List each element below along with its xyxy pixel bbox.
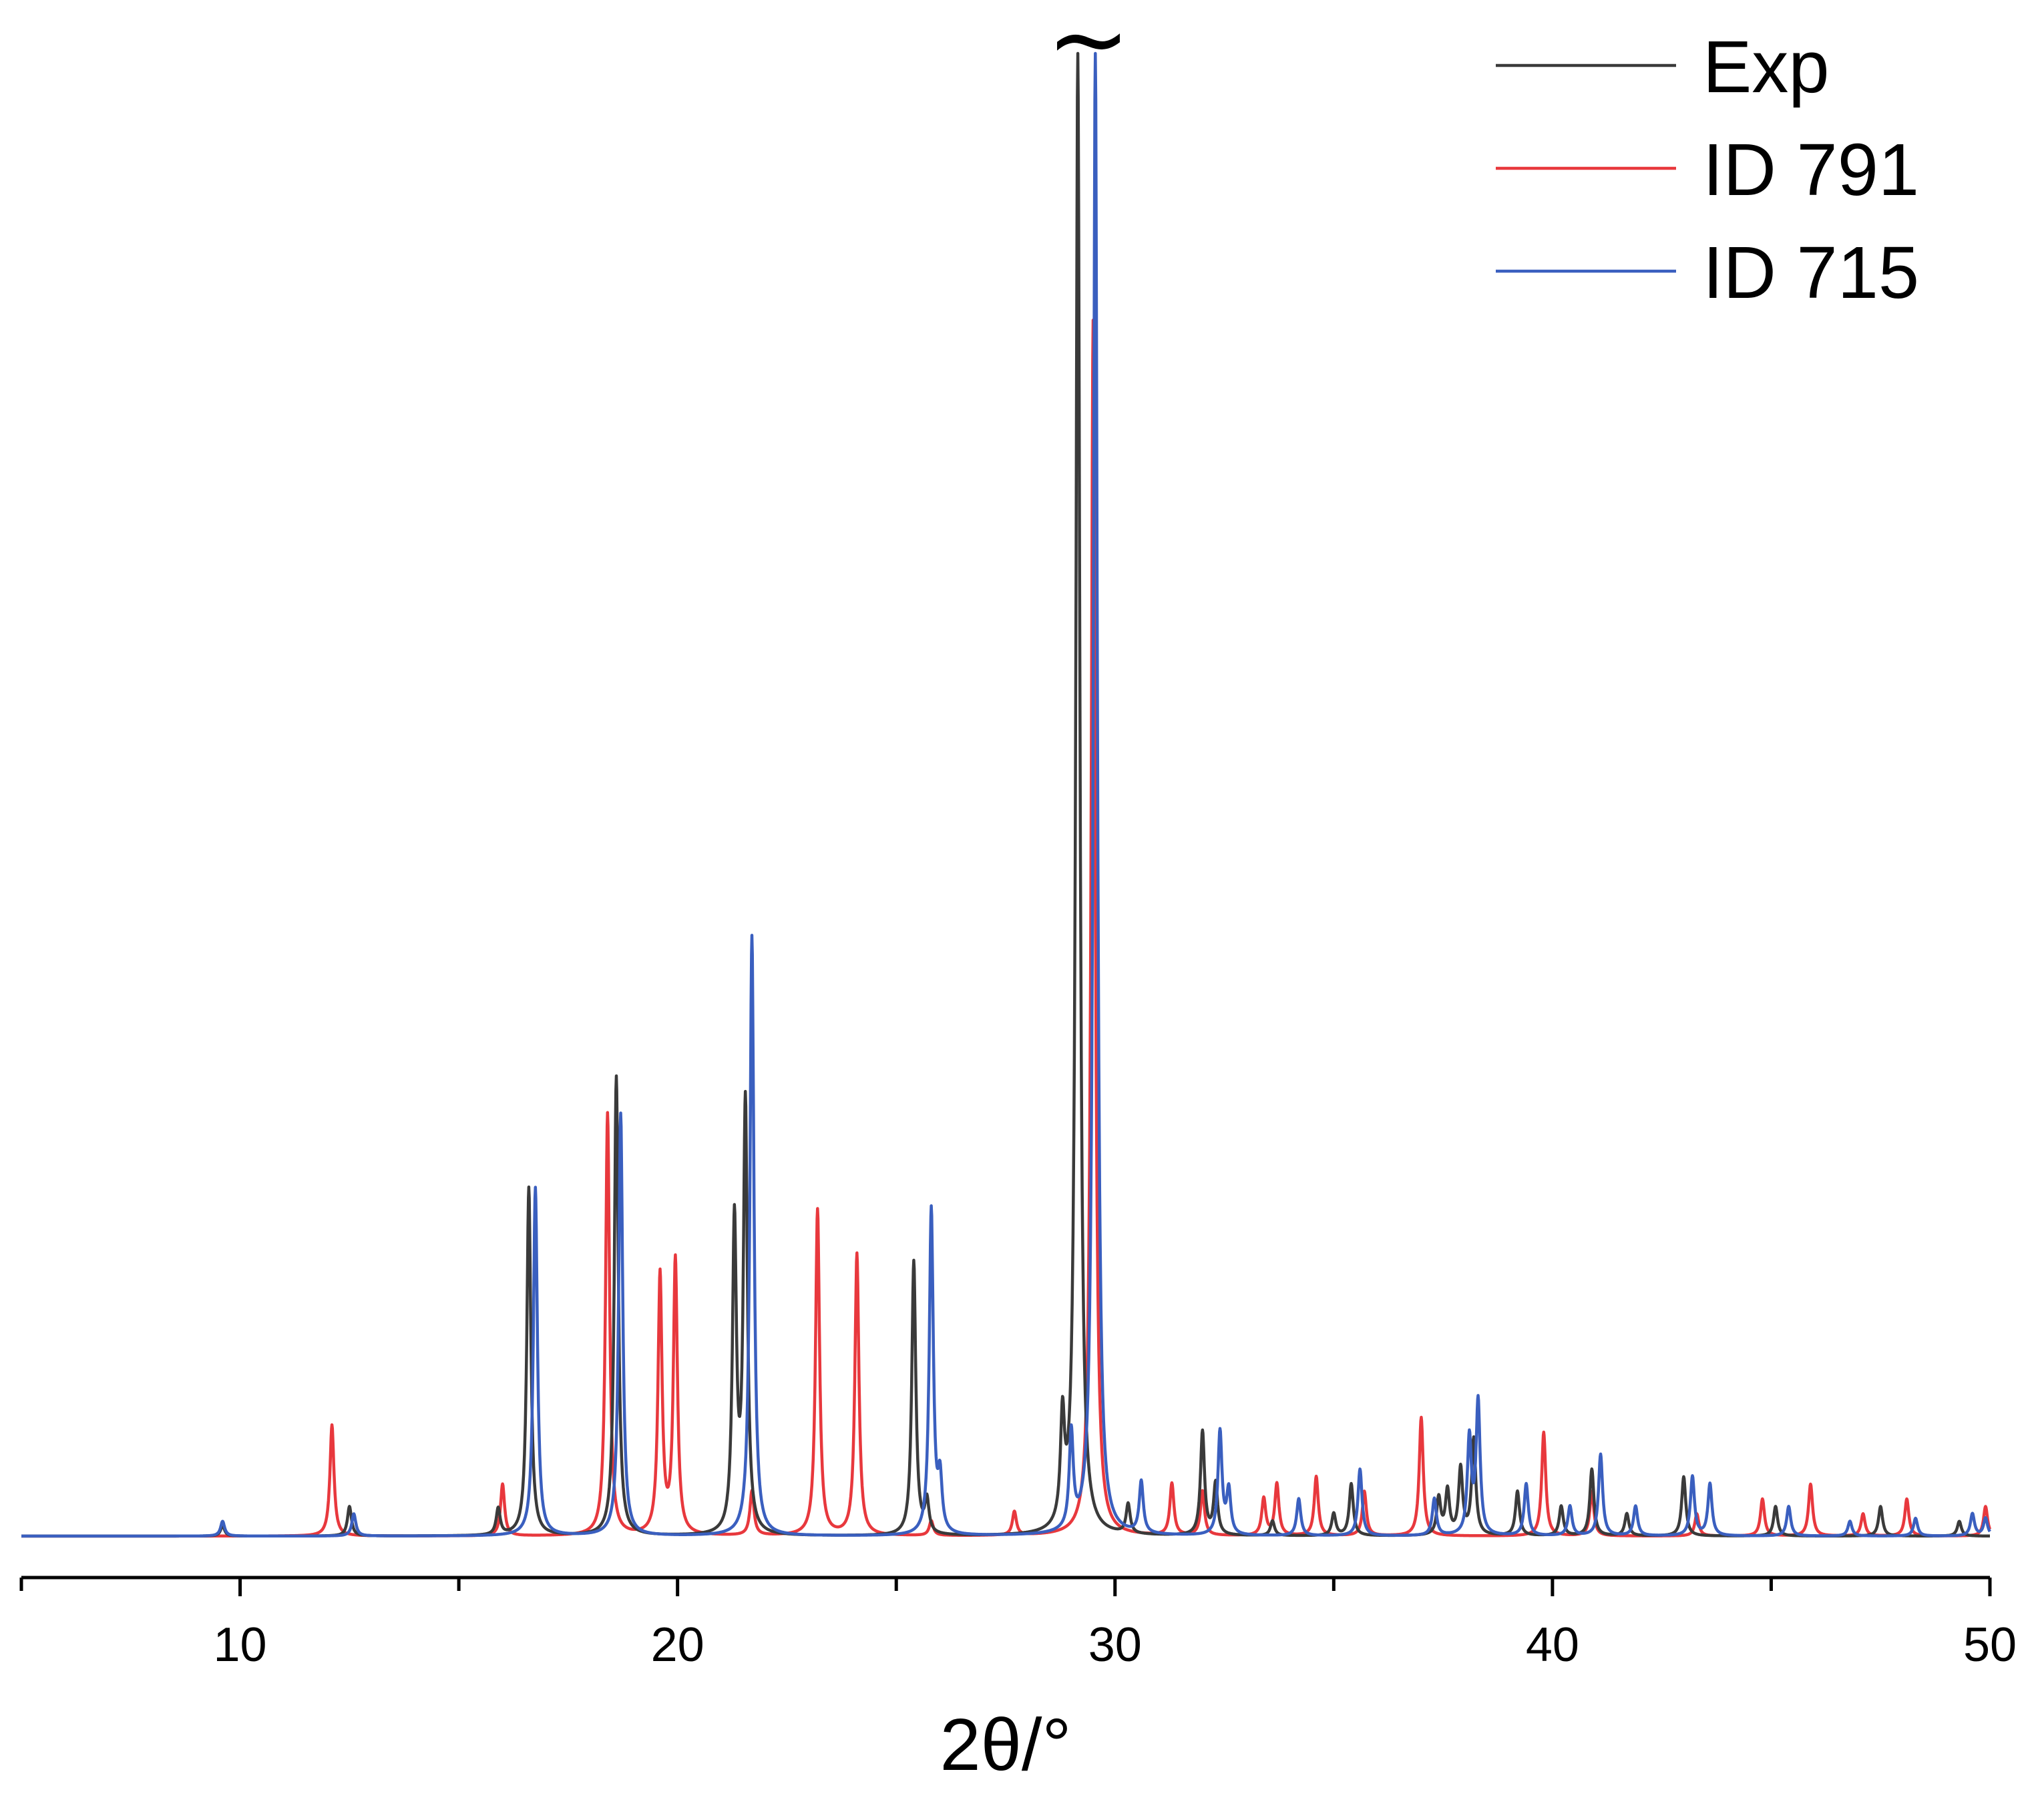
series-layer — [20, 51, 1992, 1538]
axis-break-mark: ~ — [1046, 0, 1131, 98]
series-line-exp — [20, 51, 1991, 1538]
series-line-id-715 — [20, 51, 1991, 1538]
x-tick-label: 20 — [651, 1618, 704, 1672]
series-line-id-791 — [20, 319, 1992, 1538]
x-axis-ticks: 10 20 30 40 50 — [19, 1578, 2017, 1672]
x-tick-label: 10 — [214, 1618, 267, 1672]
x-tick-label: 50 — [1963, 1618, 2017, 1672]
x-axis-title: 2θ/° — [940, 1704, 1072, 1786]
legend-label-id-791: ID 791 — [1703, 129, 1919, 211]
legend-label-id-715: ID 715 — [1703, 232, 1919, 314]
legend-label-exp: Exp — [1703, 26, 1830, 108]
x-tick-label: 30 — [1088, 1618, 1142, 1672]
legend: Exp ID 791 ID 715 — [1496, 26, 1919, 314]
x-tick-label: 40 — [1526, 1618, 1579, 1672]
